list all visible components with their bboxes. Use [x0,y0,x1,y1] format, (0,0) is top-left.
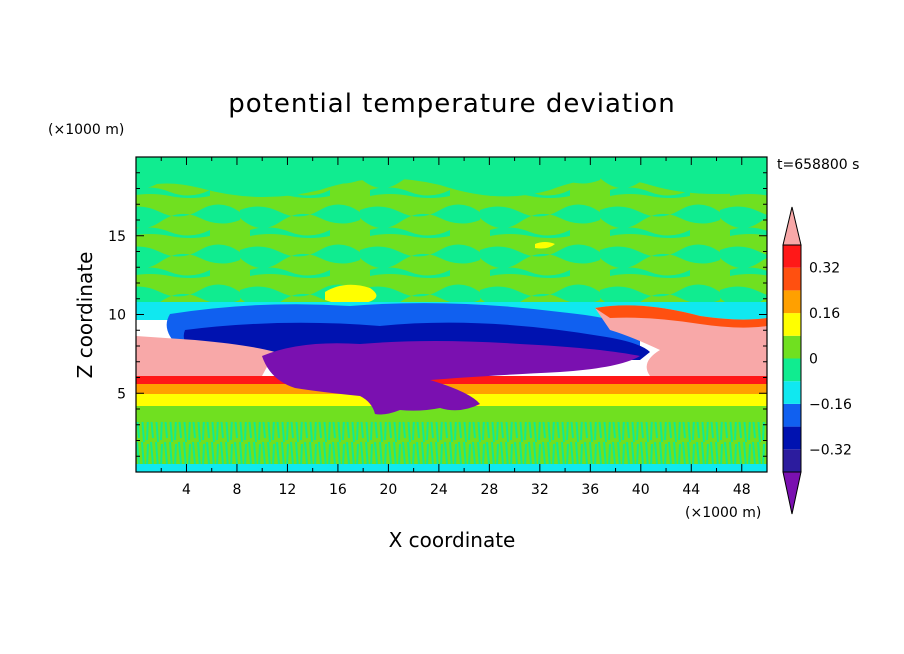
y-axis-unit: (×1000 m) [48,122,124,138]
colorbar-segment [783,267,801,291]
y-tick-label: 5 [117,386,126,402]
x-tick-label: 16 [329,482,347,498]
time-label: t=658800 s [777,157,859,173]
x-tick-label: 24 [430,482,448,498]
colorbar-max-arrow [782,206,802,246]
field-lower [136,422,767,466]
field-warm-left [136,336,275,376]
colorbar-segment [783,313,801,336]
x-tick-label: 28 [480,482,498,498]
x-tick-label: 20 [379,482,397,498]
colorbar-segment [783,381,801,404]
colorbar-segment [783,426,801,450]
field-upper-blob [136,157,767,198]
x-tick-label: 4 [182,482,191,498]
x-tick-label: 32 [531,482,549,498]
colorbar: 0.32 0.16 0 −0.16 −0.32 [782,206,852,515]
colorbar-segment [783,245,801,268]
colorbar-min-arrow [782,471,802,515]
colorbar-frame [782,244,802,473]
x-tick-label: 40 [632,482,650,498]
colorbar-segment [783,403,801,427]
field-surface [136,464,767,472]
x-axis-ticks: 4 8 12 16 20 24 28 32 36 40 44 48 [160,157,751,498]
x-axis-label: X coordinate [389,528,516,552]
y-tick-label: 15 [108,229,126,245]
x-axis-unit: (×1000 m) [685,505,761,521]
field-layer-green [136,406,767,422]
x-tick-label: 12 [279,482,297,498]
colorbar-label: −0.16 [809,397,852,413]
field-cold-pool [262,341,640,415]
colorbar-label: 0 [809,352,818,368]
colorbar-label: 0.32 [809,261,840,277]
field-warm-blob-2 [535,242,555,249]
colorbar-label: 0.16 [809,306,840,322]
field-warm-blob [325,284,377,304]
colorbar-segment [783,358,801,382]
colorbar-label: −0.32 [809,442,852,458]
colorbar-segment [783,449,801,472]
y-axis-label: Z coordinate [73,252,97,379]
y-axis-ticks: 5 10 15 [108,172,767,457]
colorbar-segment [783,335,801,359]
contour-field [136,157,767,472]
field-layer-red [136,376,767,384]
x-tick-label: 48 [733,482,751,498]
chart-title: potential temperature deviation [228,89,675,119]
x-tick-label: 8 [232,482,241,498]
field-warm-right-edge [595,305,767,328]
x-tick-label: 36 [581,482,599,498]
x-tick-label: 44 [682,482,700,498]
y-tick-label: 10 [108,308,126,324]
colorbar-segment [783,290,801,314]
